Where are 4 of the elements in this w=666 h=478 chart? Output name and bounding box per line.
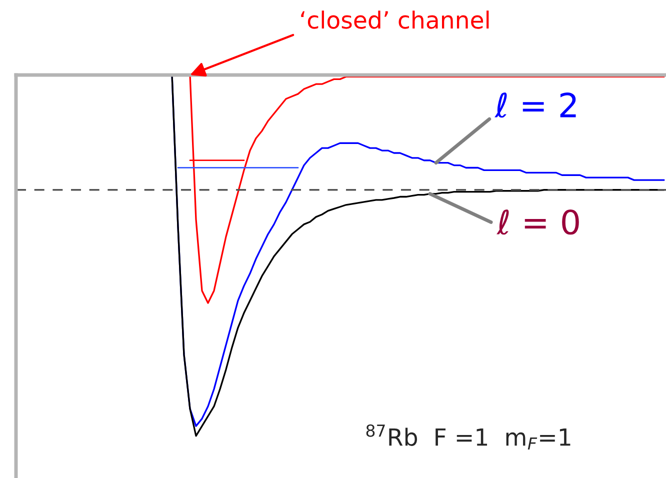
series-label: ℓ = 2 bbox=[494, 92, 576, 118]
series-label: ℓ = 0 bbox=[496, 209, 579, 235]
annotation: $^{87}$Rb F =1 m$_{F}$=1 bbox=[366, 424, 570, 450]
text: ‘closed’ channel bbox=[301, 10, 489, 29]
